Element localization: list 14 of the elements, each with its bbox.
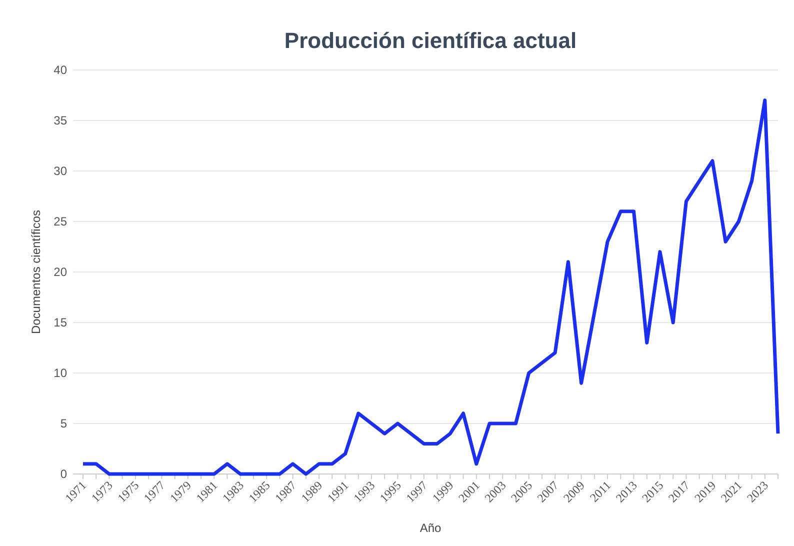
chart-title: Producción científica actual xyxy=(284,28,577,53)
y-tick-label: 30 xyxy=(54,164,68,178)
line-series xyxy=(81,98,780,476)
y-tick-label: 5 xyxy=(60,416,68,430)
y-axis-title: Documentos científicos xyxy=(29,210,43,334)
y-tick-label: 35 xyxy=(54,114,68,128)
y-tick-label: 10 xyxy=(54,366,68,380)
x-axis-title: Año xyxy=(420,521,442,535)
x-tick-label: 1991 xyxy=(324,478,352,506)
y-tick-label: 0 xyxy=(60,467,68,481)
y-tick-label: 20 xyxy=(54,265,68,279)
y-tick-label: 40 xyxy=(54,63,68,77)
y-tick-label: 25 xyxy=(54,214,68,228)
y-tick-label: 15 xyxy=(54,316,68,330)
